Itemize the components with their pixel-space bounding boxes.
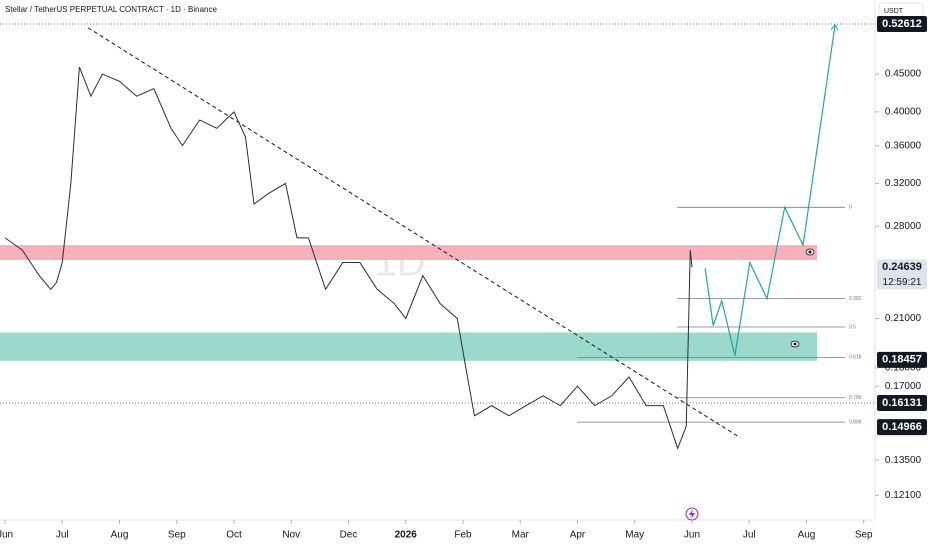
x-tick-label: Jul bbox=[743, 530, 756, 541]
price-tag-label: 0.18457 bbox=[882, 354, 922, 366]
fib-label: 0.618 bbox=[849, 355, 862, 361]
projection-line bbox=[704, 24, 836, 356]
x-tick-label: Jun bbox=[0, 530, 13, 541]
countdown: 12:59:21 bbox=[883, 277, 922, 288]
y-tick-label: 0.36000 bbox=[885, 140, 922, 151]
fib-label: 0 bbox=[849, 205, 852, 211]
currency: USDT bbox=[884, 8, 904, 15]
trendline bbox=[87, 27, 741, 439]
price-tag bbox=[877, 419, 927, 436]
y-tick-label: 0.13500 bbox=[885, 455, 922, 466]
x-tick-label: Aug bbox=[111, 530, 129, 541]
x-tick-label: Sep bbox=[168, 530, 186, 541]
price-tag-label: 0.24639 bbox=[882, 261, 922, 273]
y-tick-label: 0.17000 bbox=[885, 381, 922, 392]
y-tick-label: 0.28000 bbox=[885, 221, 922, 232]
zone bbox=[0, 245, 817, 260]
y-tick-label: 0.12100 bbox=[885, 490, 922, 501]
y-tick-label: 0.21000 bbox=[885, 313, 922, 324]
price-tag bbox=[877, 395, 927, 412]
x-tick-label: 2026 bbox=[395, 530, 418, 541]
arrowhead bbox=[830, 23, 839, 31]
x-tick-label: Nov bbox=[282, 530, 300, 541]
x-tick-label: Sep bbox=[855, 530, 873, 541]
fib-label: 0.786 bbox=[849, 395, 862, 401]
x-tick-label: May bbox=[625, 530, 644, 541]
fib-label: 0.382 bbox=[849, 296, 862, 302]
fib-label: 0.5 bbox=[849, 324, 856, 330]
price-tag-label: 0.52612 bbox=[882, 18, 922, 30]
price-tag bbox=[877, 15, 927, 32]
zone bbox=[0, 332, 817, 361]
eye-pupil bbox=[793, 342, 797, 346]
x-tick-label: Jun bbox=[684, 530, 700, 541]
price-tag-label: 0.16131 bbox=[882, 397, 922, 409]
x-tick-label: Apr bbox=[570, 530, 586, 541]
price-tag bbox=[877, 351, 927, 368]
y-tick-label: 0.18000 bbox=[885, 363, 922, 374]
price-tag-label: 0.14966 bbox=[882, 421, 922, 433]
x-tick-label: Aug bbox=[798, 530, 816, 541]
fib-label: 0.886 bbox=[849, 419, 862, 425]
price-line bbox=[4, 66, 693, 450]
x-tick-label: Jul bbox=[56, 530, 69, 541]
y-tick-label: 0.45000 bbox=[885, 69, 922, 80]
x-tick-label: Dec bbox=[340, 530, 358, 541]
chart-title: Stellar / TetherUS PERPETUAL CONTRACT · … bbox=[5, 5, 217, 14]
y-tick-label: 0.32000 bbox=[885, 178, 922, 189]
price-tag bbox=[877, 259, 927, 290]
y-tick-label: 0.40000 bbox=[885, 107, 922, 118]
x-tick-label: Oct bbox=[226, 530, 242, 541]
x-tick-label: Feb bbox=[454, 530, 472, 541]
eye-pupil bbox=[808, 250, 812, 254]
x-tick-label: Mar bbox=[512, 530, 530, 541]
